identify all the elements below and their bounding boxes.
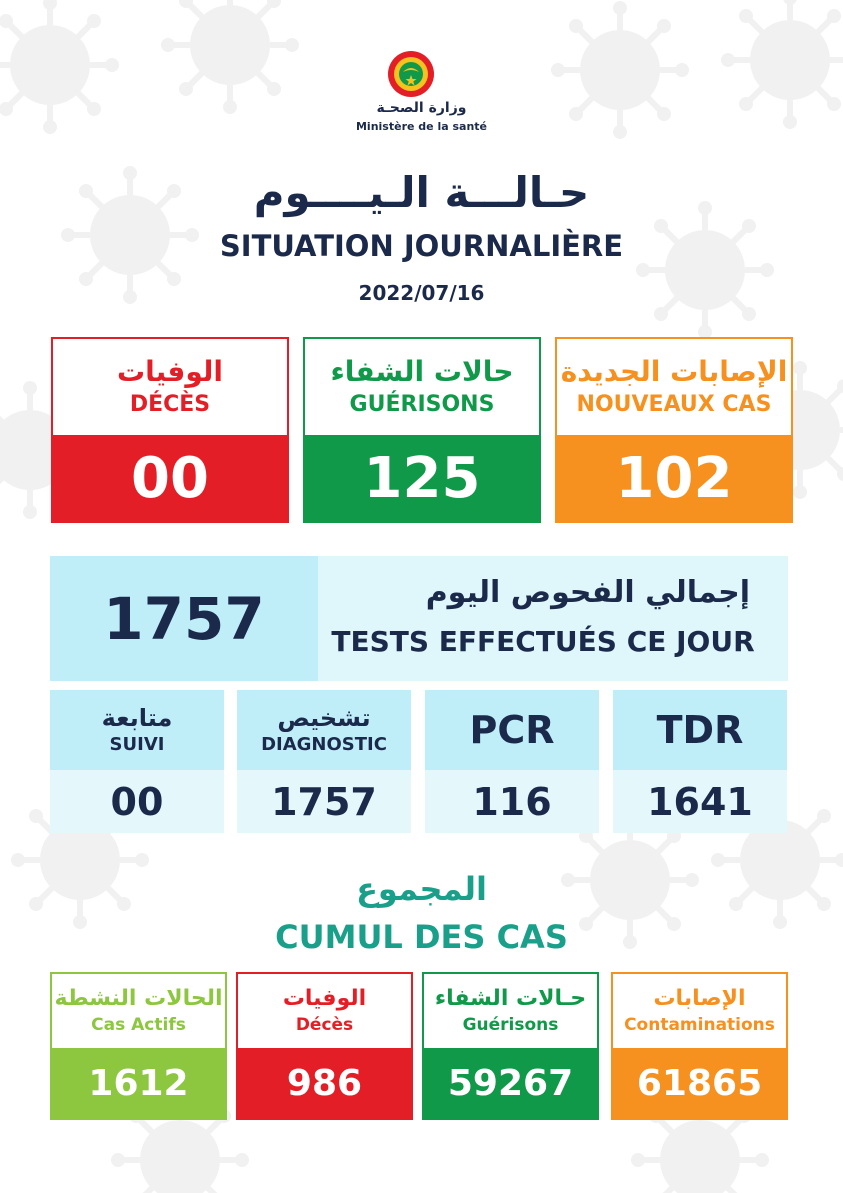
page-title-arabic: حـالـــة الـيــــوم [253,168,590,217]
cumul-active-label-arabic: الحالات النشطة [54,986,223,1011]
tdr-value: 1641 [613,770,787,833]
cumul-recoveries-card: حـالات الشفاء Guérisons 59267 [422,972,599,1120]
cumul-recoveries-label-french: Guérisons [462,1015,559,1035]
cumul-active-value: 1612 [52,1048,225,1118]
daily-deaths-card: الوفيات DÉCÈS 00 [51,337,289,523]
daily-deaths-label-arabic: الوفيات [116,355,224,388]
daily-recoveries-value: 125 [305,435,539,521]
cumul-deaths-card: الوفيات Décès 986 [236,972,413,1120]
diagnostic-label-arabic: تشخيص [277,704,371,732]
daily-new-cases-label-arabic: الإصابات الجديدة [560,355,788,388]
diagnostic-label-french: DIAGNOSTIC [261,734,387,755]
cumul-title-arabic: المجموع [356,870,487,908]
tests-label-arabic: إجمالي الفحوص اليوم [425,575,750,610]
cumul-contaminations-card: الإصابات Contaminations 61865 [611,972,788,1120]
pcr-label: PCR [469,708,555,752]
cumul-recoveries-value: 59267 [424,1048,597,1118]
ministry-name-french: Ministère de la santé [355,120,487,133]
daily-deaths-value: 00 [53,435,287,521]
cumul-deaths-value: 986 [238,1048,411,1118]
cumul-contaminations-label-french: Contaminations [624,1015,775,1035]
pcr-card: PCR 116 [425,690,599,833]
cumul-deaths-label-arabic: الوفيات [282,986,367,1011]
cumul-recoveries-label-arabic: حـالات الشفاء [434,986,587,1011]
daily-recoveries-label-french: GUÉRISONS [349,392,495,417]
suivi-label-arabic: متابعة [101,704,173,732]
cumul-deaths-label-french: Décès [295,1015,354,1035]
diagnostic-value: 1757 [237,770,411,833]
tdr-card: TDR 1641 [613,690,787,833]
suivi-label-french: SUIVI [109,734,165,755]
cumul-contaminations-label-arabic: الإصابات [653,986,746,1011]
ministry-emblem-icon [388,51,434,97]
daily-recoveries-label-arabic: حالات الشفاء [330,355,514,388]
cumul-active-label-french: Cas Actifs [91,1015,186,1035]
tests-label-french: TESTS EFFECTUÉS CE JOUR [331,625,755,658]
cumul-active-card: الحالات النشطة Cas Actifs 1612 [50,972,227,1120]
daily-new-cases-card: الإصابات الجديدة NOUVEAUX CAS 102 [555,337,793,523]
diagnostic-card: تشخيص DIAGNOSTIC 1757 [237,690,411,833]
tdr-label: TDR [656,708,744,752]
report-date: 2022/07/16 [358,281,485,305]
cumul-contaminations-value: 61865 [613,1048,786,1118]
cumul-title-french: CUMUL DES CAS [275,918,568,956]
tests-total-value: 1757 [50,556,318,681]
daily-new-cases-value: 102 [557,435,791,521]
ministry-name-arabic: وزارة الصحـة [376,100,467,116]
daily-deaths-label-french: DÉCÈS [129,392,211,417]
pcr-value: 116 [425,770,599,833]
daily-new-cases-label-french: NOUVEAUX CAS [576,392,772,417]
daily-recoveries-card: حالات الشفاء GUÉRISONS 125 [303,337,541,523]
page-title-french: SITUATION JOURNALIÈRE [219,229,624,263]
suivi-value: 00 [50,770,224,833]
suivi-card: متابعة SUIVI 00 [50,690,224,833]
